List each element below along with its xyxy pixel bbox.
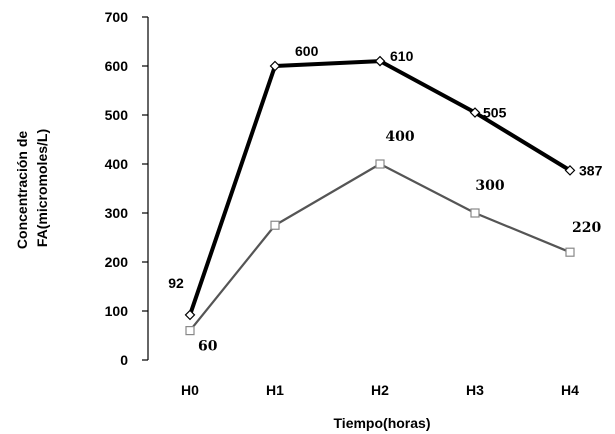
series-2-point [270,220,280,230]
data-label: 610 [390,48,414,64]
x-tick-label: H4 [561,382,579,398]
series-line-2 [189,162,571,332]
y-tick-label: 500 [105,107,129,123]
y-axis-title-line-2: FA(micromoles/L) [34,129,50,247]
y-tick-label: 0 [120,352,128,368]
y-tick-label: 400 [105,156,129,172]
data-label: 400 [385,129,414,145]
data-label: 387 [579,162,603,178]
series-2-point [565,247,575,257]
series-1-point [564,165,576,176]
data-label: 505 [483,105,507,121]
data-label: 92 [168,275,184,291]
series-2-point [470,208,480,218]
y-axis-title: Concentración de FA(micromoles/L) [14,127,50,249]
data-label: 60 [198,339,218,355]
series-layer [184,55,576,336]
series-2-point [375,159,385,169]
x-tick-label: H2 [371,382,389,398]
series-1-point [269,60,281,72]
data-labels: 92 600 610 505 387 60 400 300 220 [168,43,602,355]
x-tick-label: H3 [466,382,484,398]
y-tick-label: 100 [105,303,129,319]
y-tick-label: 300 [105,205,129,221]
axes: 0 100 200 300 400 500 600 700 H0 H1 H2 H3 H4 [105,9,580,398]
data-label: 300 [475,178,504,194]
x-tick-label: H1 [266,382,284,398]
data-label: 600 [295,43,319,59]
x-axis-title: Tiempo(horas) [334,415,431,431]
series-1-point [184,309,196,321]
y-tick-label: 600 [105,58,129,74]
y-tick-label: 700 [105,9,129,25]
series-line-1 [188,59,572,316]
x-tick-label: H0 [181,382,199,398]
data-label: 220 [572,220,601,236]
y-tick-label: 200 [105,254,129,270]
y-axis-title-line-1: Concentración de [14,131,30,249]
series-2-point [185,326,195,336]
series-1-point [469,107,481,118]
series-1-point [374,55,386,67]
